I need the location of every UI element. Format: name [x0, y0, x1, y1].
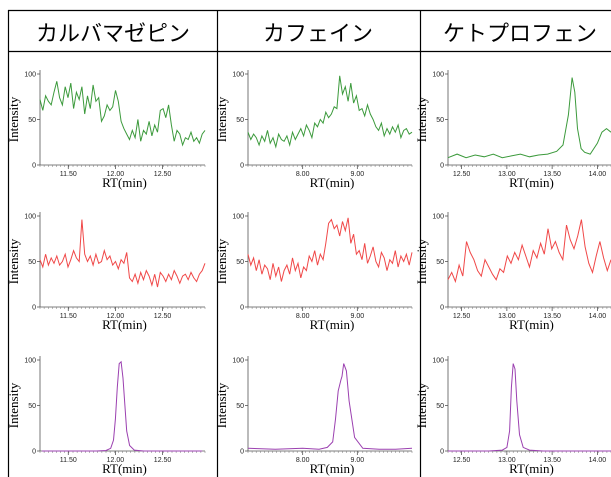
chart-panel-carbamazepine-purple: 0 50 100 11.50 12.00 12.50 RT(min) Intensity — [6, 356, 206, 476]
series-line — [448, 363, 611, 452]
y-axis-label: Intensity — [6, 96, 21, 142]
chart-panel-carbamazepine-red: 0 50 100 11.50 12.00 12.50 RT(min) Intensity — [6, 212, 206, 332]
x-tick-label: 9.00 — [351, 171, 365, 178]
y-axis-label: Intensity — [214, 96, 229, 142]
x-tick-label: 12.50 — [154, 457, 172, 464]
y-tick-label: 100 — [432, 72, 444, 79]
series-line — [247, 75, 413, 149]
y-tick-label: 50 — [236, 259, 244, 266]
y-tick-label: 50 — [436, 259, 444, 266]
x-axis-label: RT(min) — [102, 175, 147, 190]
series-line — [247, 217, 413, 282]
y-axis-label: Intensity — [414, 382, 429, 428]
y-tick-label: 0 — [32, 449, 36, 456]
y-tick-label: 0 — [240, 449, 244, 456]
series-line — [247, 363, 413, 450]
x-tick-label: 13.50 — [543, 457, 561, 464]
x-tick-label: 13.00 — [498, 457, 516, 464]
x-tick-label: 13.00 — [498, 313, 516, 320]
y-tick-label: 50 — [28, 117, 36, 124]
x-tick-label: 8.00 — [296, 313, 310, 320]
x-axis-label: RT(min) — [310, 175, 355, 190]
chart-panels: 0 50 100 11.50 12.00 12.50 RT(min) Intensity 0 50… — [6, 70, 611, 476]
series-line — [39, 219, 206, 288]
y-tick-label: 50 — [436, 403, 444, 410]
x-axis-label: RT(min) — [102, 317, 147, 332]
series-line — [39, 81, 206, 147]
y-tick-label: 50 — [436, 117, 444, 124]
x-axis-label: RT(min) — [102, 461, 147, 476]
x-tick-label: 12.50 — [154, 171, 172, 178]
y-tick-label: 50 — [236, 403, 244, 410]
x-tick-label: 14.00 — [589, 457, 607, 464]
y-tick-label: 50 — [28, 403, 36, 410]
x-tick-label: 9.00 — [351, 313, 365, 320]
x-axis-label: RT(min) — [310, 317, 355, 332]
x-tick-label: 14.00 — [589, 313, 607, 320]
y-axis-label: Intensity — [414, 238, 429, 284]
x-tick-label: 8.00 — [296, 457, 310, 464]
series-line — [447, 219, 611, 284]
y-tick-label: 0 — [440, 163, 444, 170]
y-tick-label: 0 — [240, 305, 244, 312]
y-axis-label: Intensity — [214, 382, 229, 428]
y-tick-label: 100 — [24, 358, 36, 365]
column-header-caffeine: カフェイン — [263, 22, 373, 47]
x-tick-label: 12.00 — [107, 457, 125, 464]
x-tick-label: 12.50 — [453, 171, 471, 178]
chart-panel-ketoprofen-purple: 0 50 100 12.50 13.00 13.50 14.00 RT(min) Intensi… — [414, 356, 611, 476]
x-tick-label: 14.00 — [589, 171, 607, 178]
y-axis-label: Intensity — [6, 382, 21, 428]
x-tick-label: 9.00 — [351, 457, 365, 464]
x-tick-label: 11.50 — [60, 457, 77, 464]
y-tick-label: 100 — [24, 214, 36, 221]
y-tick-label: 100 — [232, 358, 244, 365]
x-tick-label: 13.00 — [498, 171, 516, 178]
y-tick-label: 100 — [232, 214, 244, 221]
chart-panel-ketoprofen-red: 0 50 100 12.50 13.00 13.50 14.00 RT(min) Intensi… — [414, 212, 611, 332]
x-tick-label: 13.50 — [543, 171, 561, 178]
x-tick-label: 12.50 — [453, 313, 471, 320]
column-header-ketoprofen: ケトプロフェン — [443, 22, 597, 47]
y-axis-label: Intensity — [6, 238, 21, 284]
y-tick-label: 0 — [240, 163, 244, 170]
y-tick-label: 50 — [236, 117, 244, 124]
y-tick-label: 100 — [232, 72, 244, 79]
x-tick-label: 12.50 — [453, 457, 471, 464]
x-tick-label: 11.50 — [60, 313, 77, 320]
x-axis-label: RT(min) — [509, 317, 554, 332]
x-axis-label: RT(min) — [509, 461, 554, 476]
column-header-carbamazepine: カルバマゼピン — [36, 22, 190, 47]
y-axis-label: Intensity — [214, 238, 229, 284]
chart-panel-carbamazepine-green: 0 50 100 11.50 12.00 12.50 RT(min) Intensity — [6, 70, 206, 190]
chart-panel-ketoprofen-green: 0 50 100 12.50 13.00 13.50 14.00 RT(min) Intensi… — [414, 70, 611, 190]
x-tick-label: 12.50 — [154, 313, 172, 320]
x-tick-label: 12.00 — [107, 313, 125, 320]
series-line — [447, 77, 611, 159]
y-tick-label: 50 — [28, 259, 36, 266]
y-tick-label: 100 — [432, 214, 444, 221]
series-line — [41, 360, 203, 452]
x-tick-label: 12.00 — [107, 171, 125, 178]
y-tick-label: 0 — [32, 163, 36, 170]
x-axis-label: RT(min) — [310, 461, 355, 476]
y-tick-label: 0 — [440, 449, 444, 456]
y-tick-label: 0 — [32, 305, 36, 312]
x-tick-label: 11.50 — [60, 171, 77, 178]
y-tick-label: 100 — [24, 72, 36, 79]
y-tick-label: 0 — [440, 305, 444, 312]
x-tick-label: 13.50 — [543, 313, 561, 320]
y-axis-label: Intensity — [414, 96, 429, 142]
y-tick-label: 100 — [432, 358, 444, 365]
table-frame — [7, 9, 611, 477]
x-axis-label: RT(min) — [509, 175, 554, 190]
x-tick-label: 8.00 — [296, 171, 310, 178]
